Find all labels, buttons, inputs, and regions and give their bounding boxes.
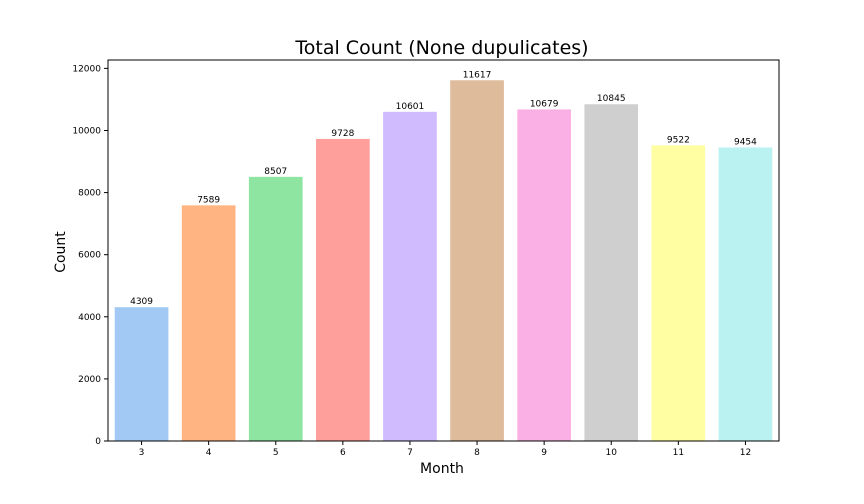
x-tick-label: 4 [206,448,212,458]
bar-month-3 [114,307,169,441]
y-axis: 0 2000 4000 6000 8000 10000 12000 [72,64,108,447]
y-tick-label: 6000 [78,251,101,261]
x-tick-label: 12 [740,448,751,458]
bar-month-5 [248,176,303,442]
bar-month-4 [181,205,236,441]
bar-month-8 [450,80,504,442]
bar-month-9 [517,109,571,442]
data-label-month-12: 9454 [734,137,757,147]
bar-month-6 [316,138,370,441]
bar-month-7 [383,111,437,441]
x-tick-label: 11 [673,448,684,458]
x-tick-label: 9 [541,448,547,458]
y-axis-label: Count [53,231,69,273]
x-tick-label: 5 [273,448,279,458]
y-tick-label: 10000 [72,126,101,136]
x-tick-label: 3 [139,448,145,458]
data-label-month-5: 8507 [264,167,287,177]
data-label-month-11: 9522 [667,135,690,145]
x-axis: 3 4 5 6 7 8 9 10 11 12 [139,441,751,458]
bar-month-10 [584,104,639,441]
y-tick-label: 12000 [72,64,101,74]
bar-month-12 [718,147,773,441]
x-tick-label: 6 [340,448,346,458]
chart-title: Total Count (None dupulicates) [294,37,588,59]
y-tick-label: 4000 [78,313,101,323]
data-label-month-3: 4309 [130,297,153,307]
data-label-month-7: 10601 [396,102,425,112]
x-tick-label: 7 [407,448,413,458]
x-tick-label: 10 [606,448,618,458]
y-tick-label: 8000 [78,189,101,199]
bars-layer [114,80,773,442]
plot-frame [107,59,780,442]
data-label-month-4: 7589 [197,195,220,205]
y-tick-label: 0 [95,437,101,447]
data-label-month-8: 11617 [463,70,492,80]
data-labels-layer: 4309 7589 8507 9728 10601 11617 10679 10845 9522… [130,70,757,307]
x-axis-label: Month [420,461,464,477]
bar-month-11 [651,145,706,441]
data-label-month-9: 10679 [530,99,559,109]
y-tick-label: 2000 [78,375,101,385]
data-label-month-6: 9728 [331,129,354,139]
x-tick-label: 8 [474,448,480,458]
data-label-month-10: 10845 [597,94,626,104]
